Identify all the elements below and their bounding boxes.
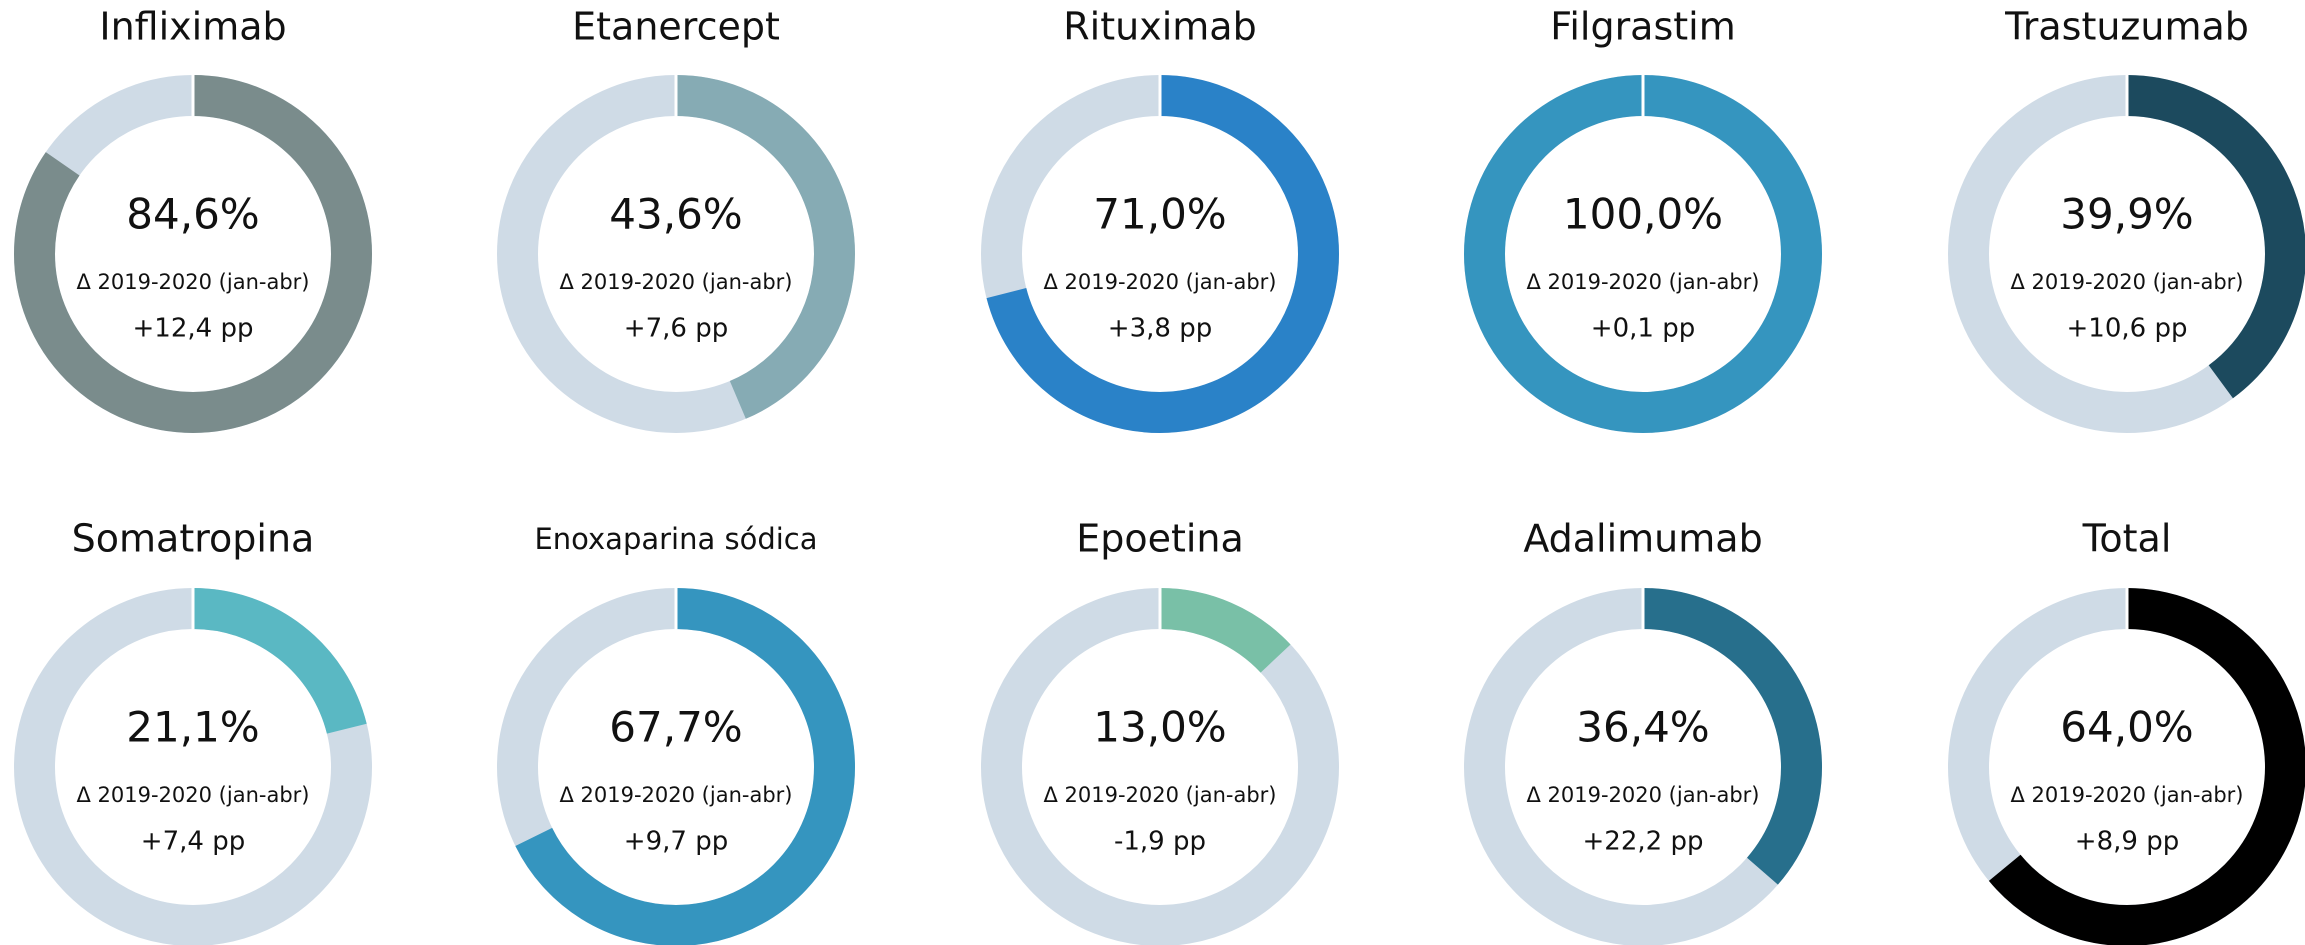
center-value: 43,6% <box>609 190 742 239</box>
chart-title: Infliximab <box>99 5 286 49</box>
center-value: 71,0% <box>1093 190 1226 239</box>
chart-title: Adalimumab <box>1523 517 1762 561</box>
change-label: -1,9 pp <box>1114 827 1206 857</box>
chart-title: Enoxaparina sódica <box>534 522 817 556</box>
period-label: Δ 2019-2020 (jan-abr) <box>1044 270 1277 294</box>
center-value: 21,1% <box>126 703 259 752</box>
chart-title: Filgrastim <box>1550 5 1736 49</box>
center-value: 64,0% <box>2060 703 2193 752</box>
change-label: +12,4 pp <box>133 314 254 344</box>
period-label: Δ 2019-2020 (jan-abr) <box>77 270 310 294</box>
center-value: 39,9% <box>2060 190 2193 239</box>
center-value: 84,6% <box>126 190 259 239</box>
period-label: Δ 2019-2020 (jan-abr) <box>2011 270 2244 294</box>
center-value: 67,7% <box>609 703 742 752</box>
chart-title: Somatropina <box>72 517 315 561</box>
period-label: Δ 2019-2020 (jan-abr) <box>1044 783 1277 807</box>
period-label: Δ 2019-2020 (jan-abr) <box>77 783 310 807</box>
period-label: Δ 2019-2020 (jan-abr) <box>1527 270 1760 294</box>
chart-title: Epoetina <box>1076 517 1244 561</box>
chart-title: Etanercept <box>572 5 780 49</box>
change-label: +8,9 pp <box>2075 827 2179 857</box>
center-value: 13,0% <box>1093 703 1226 752</box>
chart-title: Rituximab <box>1063 5 1256 49</box>
period-label: Δ 2019-2020 (jan-abr) <box>560 783 793 807</box>
change-label: +10,6 pp <box>2067 314 2188 344</box>
donut-arc <box>1464 75 1822 433</box>
change-label: +7,6 pp <box>624 314 728 344</box>
chart-title: Trastuzumab <box>2004 5 2249 49</box>
change-label: +3,8 pp <box>1108 314 1212 344</box>
change-label: +7,4 pp <box>141 827 245 857</box>
period-label: Δ 2019-2020 (jan-abr) <box>1527 783 1760 807</box>
period-label: Δ 2019-2020 (jan-abr) <box>560 270 793 294</box>
period-label: Δ 2019-2020 (jan-abr) <box>2011 783 2244 807</box>
change-label: +0,1 pp <box>1591 314 1695 344</box>
center-value: 36,4% <box>1576 703 1709 752</box>
change-label: +22,2 pp <box>1583 827 1704 857</box>
chart-title: Total <box>2082 517 2172 561</box>
change-label: +9,7 pp <box>624 827 728 857</box>
center-value: 100,0% <box>1563 190 1723 239</box>
